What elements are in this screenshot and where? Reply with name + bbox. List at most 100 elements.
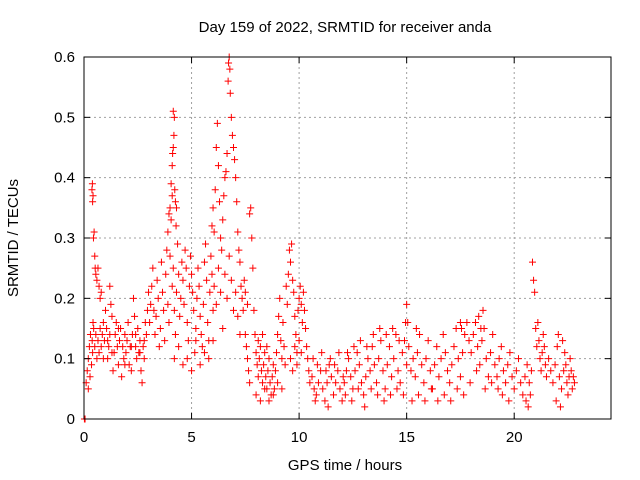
data-point	[167, 180, 175, 188]
data-point	[138, 379, 146, 387]
data-point	[409, 355, 417, 363]
data-point	[89, 198, 97, 206]
data-point	[235, 246, 243, 254]
data-point	[90, 228, 98, 236]
data-point	[89, 318, 97, 326]
data-point	[558, 385, 566, 393]
data-point	[454, 355, 462, 363]
data-point	[89, 349, 97, 357]
data-point	[208, 222, 216, 230]
data-point	[532, 325, 540, 332]
data-point	[380, 397, 388, 405]
data-point	[188, 270, 196, 278]
data-point	[300, 306, 308, 314]
data-point	[403, 300, 411, 308]
data-point	[238, 294, 246, 302]
data-point	[194, 264, 202, 272]
data-point	[319, 385, 327, 393]
data-point	[108, 312, 116, 320]
data-point	[99, 355, 107, 363]
data-point	[254, 337, 262, 345]
data-point	[88, 180, 96, 188]
data-point	[291, 312, 299, 320]
data-point	[277, 337, 285, 345]
data-point	[97, 343, 105, 351]
data-point	[327, 373, 335, 381]
data-point	[175, 270, 183, 278]
data-point	[169, 150, 177, 158]
data-point	[524, 403, 532, 411]
data-point	[114, 361, 122, 369]
data-point	[242, 343, 250, 351]
data-point	[439, 331, 447, 339]
data-point	[137, 367, 145, 375]
data-point	[139, 343, 147, 351]
data-point	[237, 282, 245, 290]
data-point	[474, 343, 482, 351]
data-point	[184, 337, 192, 345]
data-point	[127, 343, 135, 351]
data-point	[103, 325, 111, 332]
data-point	[370, 361, 378, 369]
data-point	[171, 331, 179, 339]
data-point	[149, 264, 157, 272]
data-point	[453, 385, 461, 393]
data-point	[148, 282, 156, 290]
data-point	[458, 325, 466, 332]
data-point	[537, 367, 545, 375]
data-point	[200, 258, 208, 266]
data-point	[533, 343, 541, 351]
data-point	[252, 391, 260, 399]
chart-title: Day 159 of 2022, SRMTID for receiver and…	[199, 19, 492, 36]
data-point	[435, 373, 443, 381]
data-point	[334, 367, 342, 375]
data-point	[160, 306, 168, 314]
data-point	[312, 391, 320, 399]
data-point	[405, 343, 413, 351]
data-point	[104, 337, 112, 345]
data-point	[475, 312, 483, 320]
data-point	[170, 355, 178, 363]
data-point	[232, 174, 240, 182]
data-point	[168, 162, 176, 170]
data-point	[382, 331, 390, 339]
data-point	[459, 349, 467, 357]
data-point	[517, 379, 525, 387]
data-point	[377, 337, 385, 345]
data-point	[88, 361, 96, 369]
data-point	[541, 361, 549, 369]
data-point	[147, 300, 155, 308]
data-point	[145, 288, 153, 296]
data-point	[166, 252, 174, 260]
data-point	[106, 331, 114, 339]
data-point	[369, 331, 377, 339]
data-point	[562, 361, 570, 369]
data-point	[214, 264, 222, 272]
data-point	[570, 379, 578, 387]
data-point	[115, 337, 123, 345]
data-point	[388, 373, 396, 381]
y-tick-label: 0	[67, 411, 75, 428]
data-point	[342, 367, 350, 375]
data-point	[196, 312, 204, 320]
data-point	[491, 361, 499, 369]
data-point	[259, 379, 267, 387]
data-point	[295, 294, 303, 302]
data-point	[411, 373, 419, 381]
data-point	[183, 318, 191, 326]
data-point	[314, 379, 322, 387]
data-point	[94, 337, 102, 345]
data-point	[89, 234, 97, 242]
data-point	[162, 270, 170, 278]
data-point	[99, 318, 107, 326]
data-point	[269, 361, 277, 369]
data-point	[185, 282, 193, 290]
data-point	[280, 343, 288, 351]
data-point	[170, 306, 178, 314]
data-point	[106, 282, 114, 290]
data-point	[286, 258, 294, 266]
data-point	[217, 234, 225, 242]
data-point	[426, 367, 434, 375]
data-point	[105, 343, 113, 351]
data-point	[404, 318, 412, 326]
